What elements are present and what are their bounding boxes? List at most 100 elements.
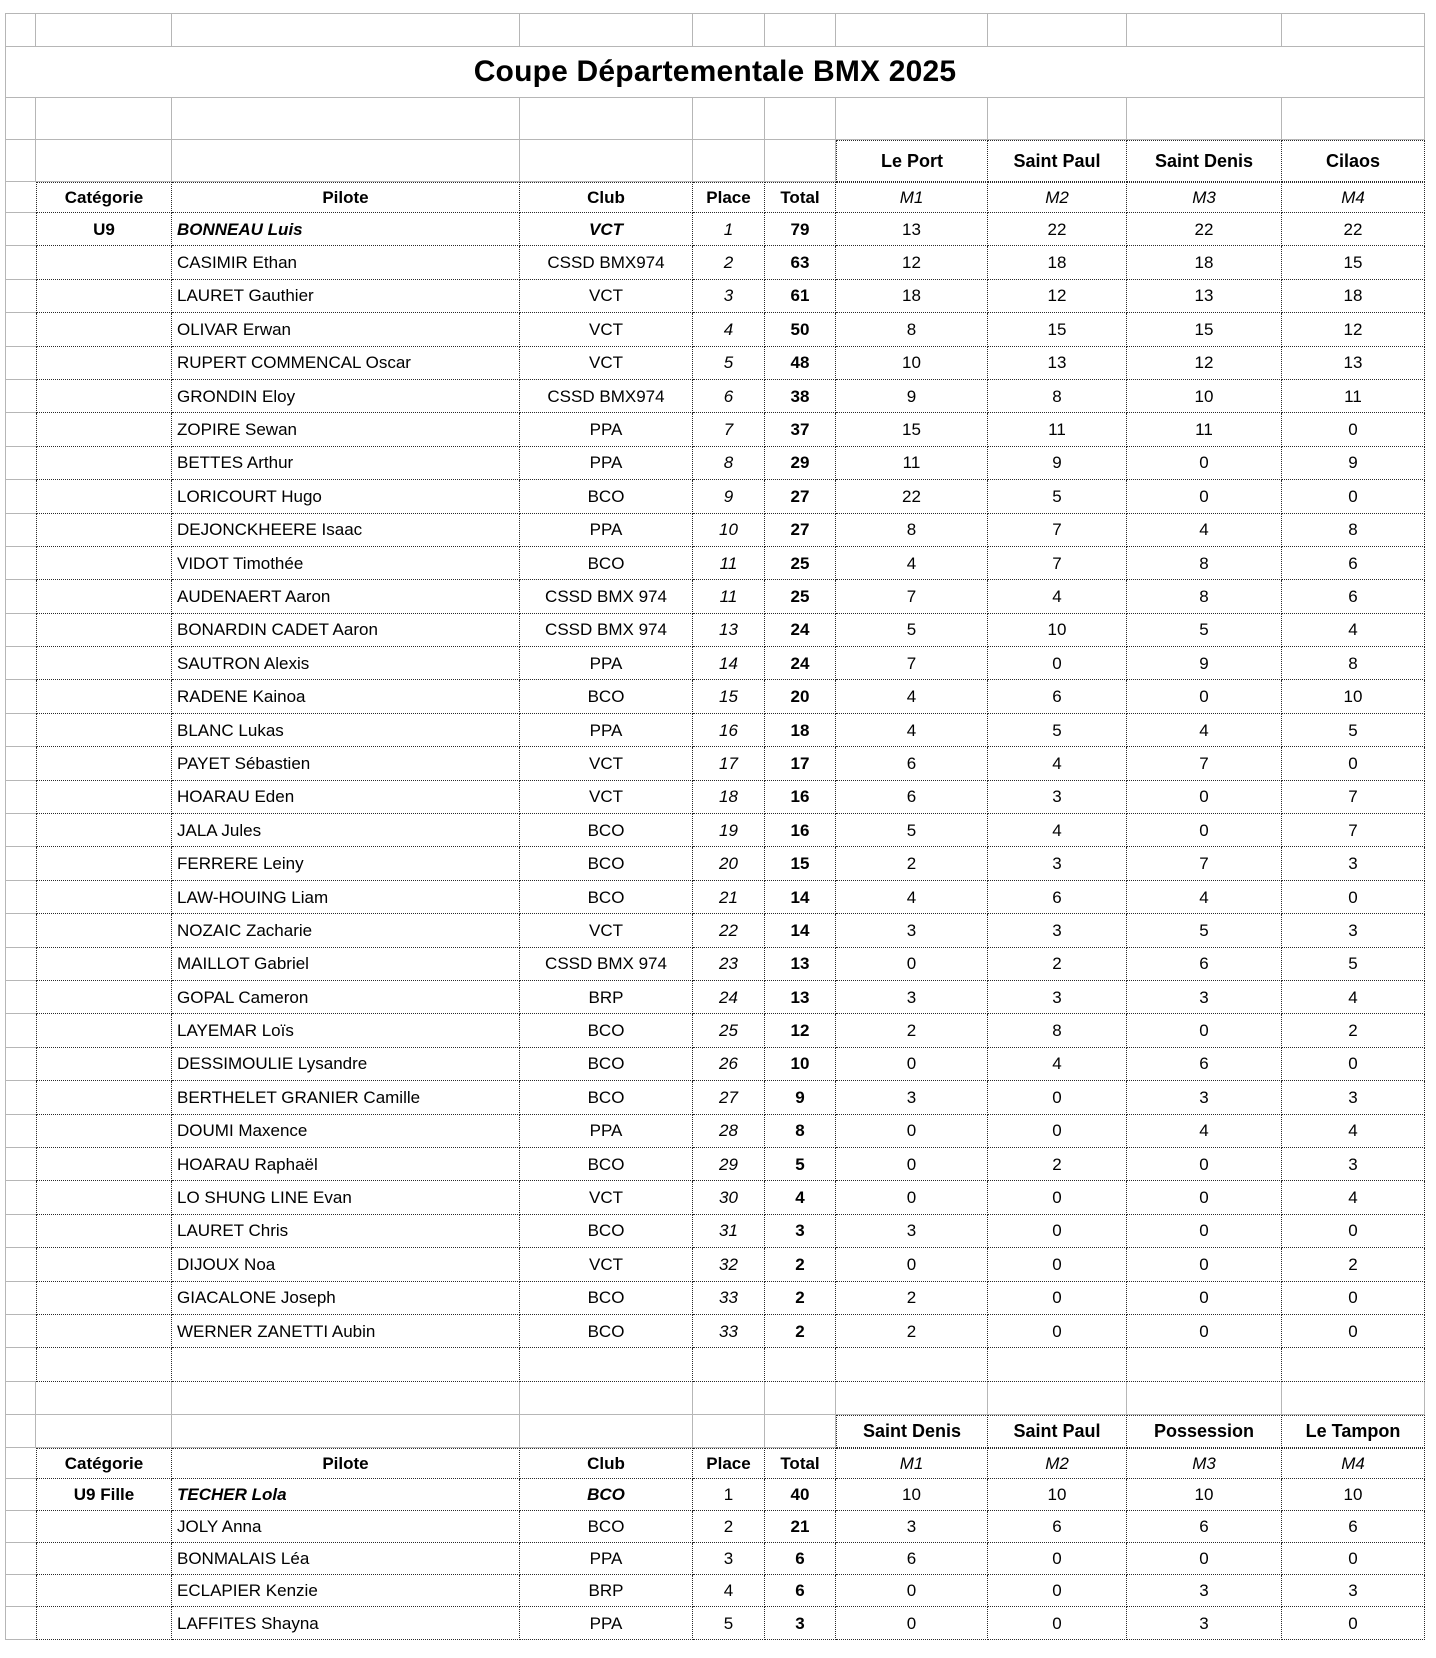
cell-place: 14 <box>693 647 765 681</box>
cell-m2: 3 <box>988 980 1127 1015</box>
empty-table-row <box>5 1348 1425 1382</box>
cell-place: 22 <box>693 914 765 948</box>
cell-pilot: GIACALONE Joseph <box>172 1281 520 1315</box>
grid-cell <box>36 140 172 182</box>
cell-category <box>36 780 172 815</box>
table-row: LO SHUNG LINE Evan VCT 30 4 0 0 0 4 <box>5 1181 1425 1215</box>
cell-club: BCO <box>520 1081 693 1115</box>
cell-m4: 18 <box>1282 279 1425 314</box>
cell-category <box>36 580 172 614</box>
cell-m4: 8 <box>1282 647 1425 681</box>
cell-m2: 18 <box>988 246 1127 280</box>
venue-header-cell: Saint Paul <box>988 1414 1127 1448</box>
cell-m3: 0 <box>1127 814 1282 848</box>
cell-m4: 3 <box>1282 914 1425 948</box>
cell-m2: 4 <box>988 1047 1127 1082</box>
cell-m1: 5 <box>836 613 988 648</box>
grid-cell <box>1127 98 1282 140</box>
cell-total: 9 <box>765 1081 836 1115</box>
column-header-category: Catégorie <box>36 1447 172 1479</box>
grid-cell <box>5 1281 36 1315</box>
cell-pilot: RADENE Kainoa <box>172 680 520 714</box>
cell-m3: 0 <box>1127 1281 1282 1315</box>
cell-m3: 13 <box>1127 279 1282 314</box>
column-header-club: Club <box>520 182 693 213</box>
grid-cell <box>5 980 36 1015</box>
cell-place: 11 <box>693 546 765 581</box>
column-header-total: Total <box>765 1447 836 1479</box>
cell-pilot: OLIVAR Erwan <box>172 313 520 347</box>
cell-pilot: LAYEMAR Loïs <box>172 1014 520 1048</box>
grid-cell <box>36 98 172 140</box>
cell-pilot: LAURET Gauthier <box>172 279 520 314</box>
grid-cell <box>5 680 36 714</box>
grid-cell <box>765 140 836 182</box>
grid-cell <box>1127 1381 1282 1415</box>
cell-total: 13 <box>765 947 836 981</box>
cell-m3: 0 <box>1127 1248 1282 1282</box>
venue-header-cell: Saint Denis <box>836 1414 988 1448</box>
grid-cell <box>5 914 36 948</box>
cell-total: 3 <box>765 1214 836 1249</box>
grid-cell <box>5 480 36 514</box>
grid-cell <box>5 140 36 182</box>
table-row: VIDOT Timothée BCO 11 25 4 7 8 6 <box>5 546 1425 581</box>
cell-place: 24 <box>693 980 765 1015</box>
cell-m2: 0 <box>988 1314 1127 1349</box>
cell-m1: 0 <box>836 1114 988 1148</box>
grid-cell <box>5 1381 36 1415</box>
grid-cell <box>765 1414 836 1448</box>
cell-place: 17 <box>693 747 765 781</box>
column-header-m2: M2 <box>988 182 1127 213</box>
cell-pilot: PAYET Sébastien <box>172 747 520 781</box>
grid-cell <box>5 279 36 314</box>
cell-club: VCT <box>520 346 693 380</box>
cell-m4: 0 <box>1282 880 1425 915</box>
grid-cell <box>1282 98 1425 140</box>
grid-cell <box>1282 1381 1425 1415</box>
cell-m3: 3 <box>1127 1081 1282 1115</box>
cell-m4: 6 <box>1282 1510 1425 1544</box>
cell-m2: 5 <box>988 480 1127 514</box>
cell-m4: 0 <box>1282 1214 1425 1249</box>
cell-m2: 0 <box>988 1214 1127 1249</box>
grid-cell <box>172 1414 520 1448</box>
cell-place: 32 <box>693 1248 765 1282</box>
cell-pilot: AUDENAERT Aaron <box>172 580 520 614</box>
table-row: LORICOURT Hugo BCO 9 27 22 5 0 0 <box>5 480 1425 514</box>
grid-cell <box>36 1414 172 1448</box>
cell-m3: 6 <box>1127 1047 1282 1082</box>
grid-cell <box>836 1381 988 1415</box>
grid-cell <box>5 613 36 648</box>
cell-club: BCO <box>520 546 693 581</box>
grid-cell <box>5 182 36 213</box>
table-row: U9 Fille TECHER Lola BCO 1 40 10 10 10 10 <box>5 1478 1425 1511</box>
cell-category <box>36 1314 172 1349</box>
title-row: Coupe Départementale BMX 2025 <box>5 47 1425 98</box>
cell-club: BCO <box>520 1510 693 1544</box>
grid-cell <box>5 1248 36 1282</box>
table-row: GRONDIN Eloy CSSD BMX974 6 38 9 8 10 11 <box>5 379 1425 414</box>
cell-m2: 0 <box>988 1248 1127 1282</box>
cell-pilot: ECLAPIER Kenzie <box>172 1575 520 1608</box>
table-row: U9 BONNEAU Luis VCT 1 79 13 22 22 22 <box>5 213 1425 247</box>
cell-category <box>36 1281 172 1315</box>
cell-club: PPA <box>520 647 693 681</box>
table-cell-empty <box>520 1348 693 1382</box>
grid-cell <box>36 1381 172 1415</box>
cell-club: PPA <box>520 1114 693 1148</box>
cell-club: BCO <box>520 1147 693 1182</box>
cell-place: 33 <box>693 1314 765 1349</box>
cell-club: VCT <box>520 213 693 247</box>
table-cell-empty <box>988 1348 1127 1382</box>
cell-club: PPA <box>520 413 693 447</box>
cell-m3: 12 <box>1127 346 1282 380</box>
cell-m1: 15 <box>836 413 988 447</box>
cell-m1: 12 <box>836 246 988 280</box>
cell-club: CSSD BMX974 <box>520 379 693 414</box>
cell-club: CSSD BMX974 <box>520 246 693 280</box>
grid-cell <box>5 814 36 848</box>
cell-pilot: BLANC Lukas <box>172 713 520 748</box>
cell-place: 31 <box>693 1214 765 1249</box>
cell-m1: 4 <box>836 680 988 714</box>
